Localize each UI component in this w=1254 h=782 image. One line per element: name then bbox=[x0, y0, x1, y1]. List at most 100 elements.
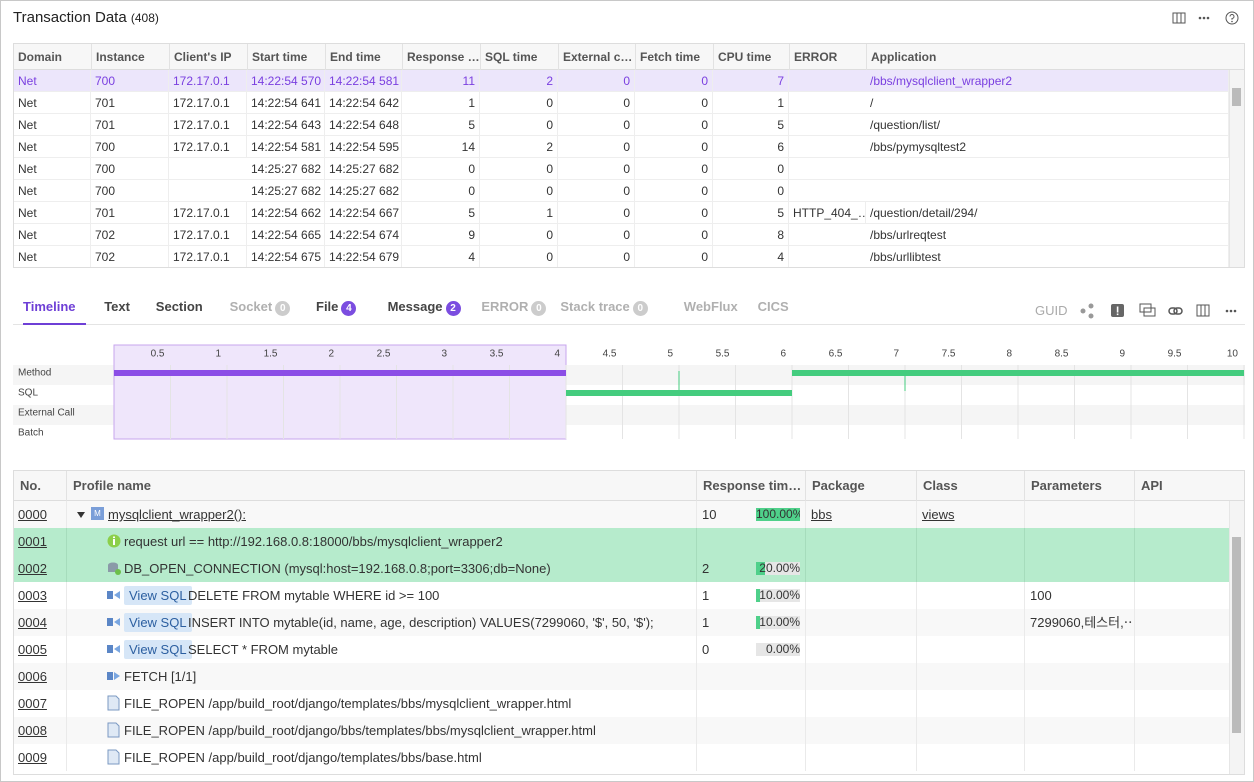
table-cell: 2 bbox=[480, 70, 558, 92]
package[interactable]: bbs bbox=[811, 501, 832, 528]
tab[interactable]: CICS bbox=[758, 299, 792, 325]
row-number[interactable]: 0001 bbox=[18, 528, 47, 555]
tab[interactable]: Text bbox=[104, 299, 138, 325]
x-tick-label: 6 bbox=[780, 349, 786, 360]
column-header[interactable]: Package bbox=[805, 471, 916, 501]
row-number[interactable]: 0008 bbox=[18, 717, 47, 744]
table-cell: /bbs/urlreqtest bbox=[866, 224, 1229, 246]
cell-divider bbox=[1024, 582, 1025, 609]
table-cell: 0 bbox=[558, 246, 635, 268]
table-cell: 14:22:54 581 bbox=[325, 70, 402, 92]
column-header[interactable]: Fetch time bbox=[635, 44, 713, 70]
tab-label: Socket bbox=[230, 299, 273, 314]
row-number[interactable]: 0009 bbox=[18, 744, 47, 771]
table-cell: 0 bbox=[635, 246, 713, 268]
column-header[interactable]: Start time bbox=[247, 44, 325, 70]
tab[interactable]: File4 bbox=[316, 299, 370, 325]
column-header[interactable]: Response … bbox=[402, 44, 480, 70]
row-number[interactable]: 0007 bbox=[18, 690, 47, 717]
column-header[interactable]: CPU time bbox=[713, 44, 789, 70]
column-header[interactable]: Profile name bbox=[66, 471, 696, 501]
table-cell: 0 bbox=[635, 158, 713, 180]
cell-divider bbox=[1134, 690, 1135, 717]
table-cell: 0 bbox=[635, 224, 713, 246]
column-header[interactable]: Response tim… bbox=[696, 471, 805, 501]
cell-divider bbox=[66, 582, 67, 609]
tab[interactable]: WebFlux bbox=[684, 299, 740, 325]
tab[interactable]: Message2 bbox=[388, 299, 464, 325]
cell-divider bbox=[696, 555, 697, 582]
row-number[interactable]: 0002 bbox=[18, 555, 47, 582]
timeline: MethodSQLExternal CallBatch0.511.522.533… bbox=[1, 341, 1253, 445]
tab[interactable]: ERROR0 bbox=[481, 299, 542, 325]
class[interactable]: views bbox=[922, 501, 955, 528]
column-header[interactable]: Application bbox=[866, 44, 1229, 70]
row-number[interactable]: 0000 bbox=[18, 501, 47, 528]
column-header[interactable]: No. bbox=[14, 471, 66, 501]
table-cell: 0 bbox=[480, 224, 558, 246]
table-cell: HTTP_404_… bbox=[789, 202, 866, 224]
expand-toggle[interactable] bbox=[76, 510, 86, 520]
tab[interactable]: Socket0 bbox=[230, 299, 298, 325]
cell-divider bbox=[805, 528, 806, 555]
x-tick-label: 8 bbox=[1006, 349, 1012, 360]
table-cell: 0 bbox=[402, 180, 480, 202]
cell-divider bbox=[916, 636, 917, 663]
column-header[interactable]: End time bbox=[325, 44, 402, 70]
cell-divider bbox=[1024, 744, 1025, 771]
table-cell: 0 bbox=[635, 136, 713, 158]
column-header[interactable]: ERROR bbox=[789, 44, 866, 70]
column-header[interactable]: External c… bbox=[558, 44, 635, 70]
view-sql-button[interactable]: View SQL bbox=[124, 613, 192, 632]
percent-label: 10.00% bbox=[756, 582, 800, 609]
column-header[interactable]: Class bbox=[916, 471, 1024, 501]
tab[interactable]: Section bbox=[156, 299, 212, 325]
guid-button[interactable]: GUID bbox=[1035, 303, 1068, 318]
profile-name: DELETE FROM mytable WHERE id >= 100 bbox=[188, 582, 692, 609]
row-number[interactable]: 0004 bbox=[18, 609, 47, 636]
cell-divider bbox=[1134, 636, 1135, 663]
link-icon[interactable] bbox=[1169, 308, 1182, 314]
table-cell: 1 bbox=[402, 92, 480, 114]
column-header[interactable]: Parameters bbox=[1024, 471, 1134, 501]
share-icon[interactable] bbox=[1081, 304, 1094, 319]
layout-icon[interactable] bbox=[1173, 13, 1185, 23]
row-number[interactable]: 0003 bbox=[18, 582, 47, 609]
column-header[interactable]: API bbox=[1134, 471, 1229, 501]
x-tick-label: 2.5 bbox=[377, 349, 391, 360]
row-icon bbox=[106, 533, 122, 549]
tab-label: File bbox=[316, 299, 338, 314]
layout-icon[interactable] bbox=[1197, 305, 1209, 316]
more-icon[interactable] bbox=[1226, 310, 1237, 313]
alert-icon[interactable] bbox=[1111, 304, 1124, 317]
cell-divider bbox=[805, 744, 806, 771]
table-cell: 0 bbox=[558, 224, 635, 246]
profile-name[interactable]: mysqlclient_wrapper2(): bbox=[108, 501, 692, 528]
toolbar-icons bbox=[1077, 301, 1247, 321]
column-header[interactable]: Instance bbox=[91, 44, 169, 70]
row-icon bbox=[106, 668, 122, 684]
view-sql-button[interactable]: View SQL bbox=[124, 586, 192, 605]
help-icon[interactable] bbox=[1226, 12, 1238, 24]
table-cell: 4 bbox=[402, 246, 480, 268]
row-number[interactable]: 0006 bbox=[18, 663, 47, 690]
row-label: Method bbox=[18, 368, 51, 379]
response-time: 2 bbox=[702, 555, 709, 582]
tab[interactable]: Stack trace0 bbox=[560, 299, 665, 325]
cell-divider bbox=[696, 744, 697, 771]
column-header[interactable]: Domain bbox=[14, 44, 91, 70]
row-number[interactable]: 0005 bbox=[18, 636, 47, 663]
percent-label: 20.00% bbox=[756, 555, 800, 582]
table-cell: Net bbox=[14, 136, 91, 158]
view-sql-button[interactable]: View SQL bbox=[124, 640, 192, 659]
x-tick-label: 9.5 bbox=[1168, 349, 1182, 360]
column-header[interactable]: SQL time bbox=[480, 44, 558, 70]
comment-icon[interactable] bbox=[1140, 304, 1155, 316]
table-cell: 1 bbox=[713, 92, 789, 114]
column-header[interactable]: Client's IP bbox=[169, 44, 247, 70]
more-icon[interactable] bbox=[1199, 17, 1210, 20]
tab[interactable]: Timeline bbox=[23, 299, 86, 325]
cell-divider bbox=[1024, 555, 1025, 582]
row-icon: M bbox=[90, 506, 106, 522]
